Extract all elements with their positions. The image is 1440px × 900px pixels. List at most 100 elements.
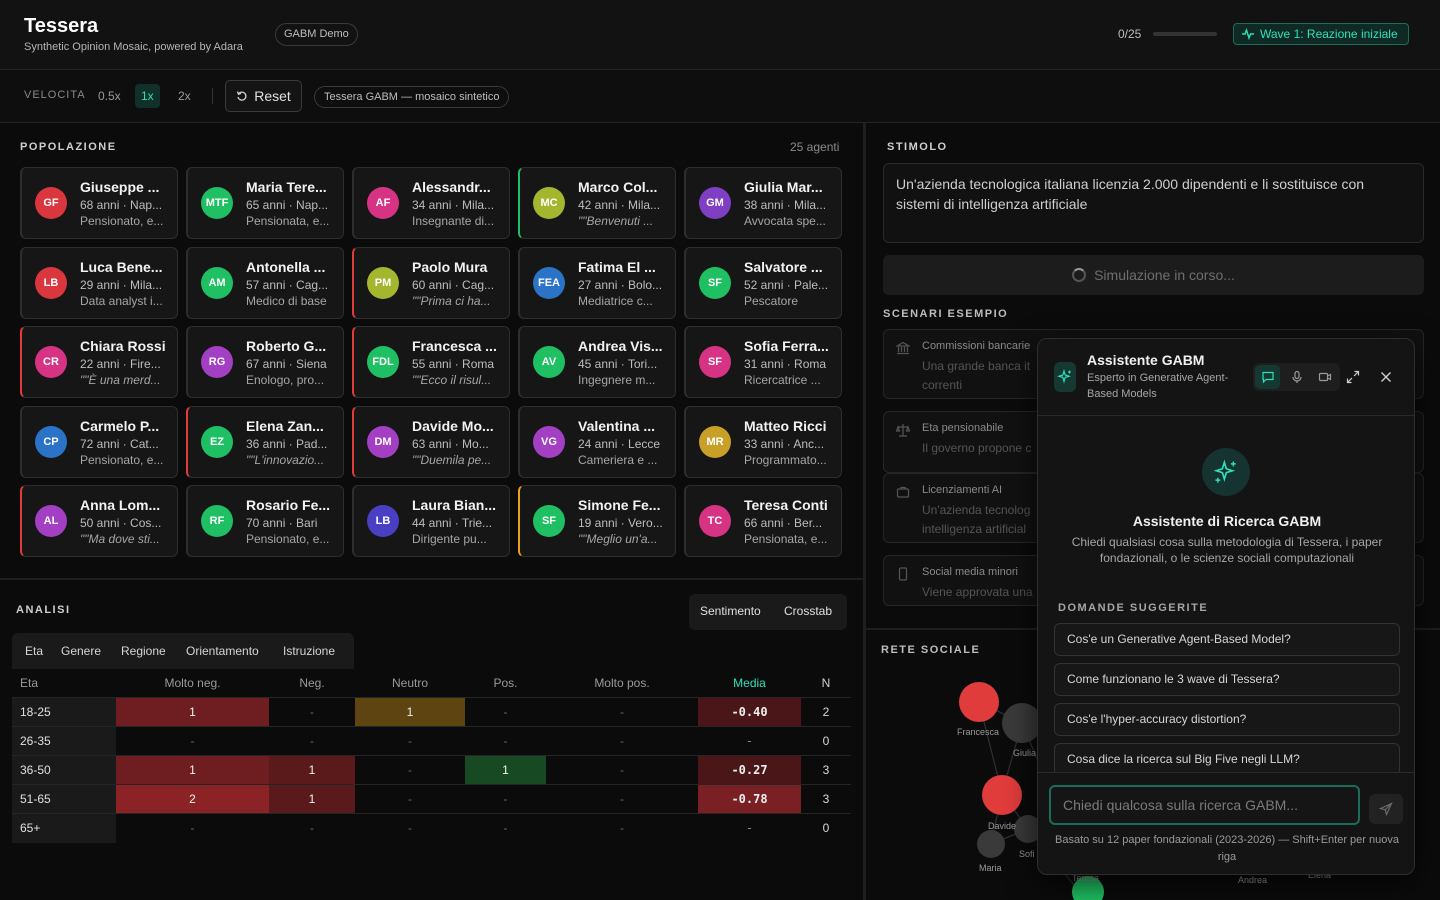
agent-card[interactable]: PM Paolo Mura 60 anni · Cag... ""Prima ci h… xyxy=(352,247,510,319)
agent-card[interactable]: CP Carmelo P... 72 anni · Cat... Pensionato… xyxy=(20,406,178,478)
tab-regione[interactable]: Regione xyxy=(121,644,166,658)
agent-card[interactable]: LB Luca Bene... 29 anni · Mila... Data anal… xyxy=(20,247,178,319)
expand-button[interactable] xyxy=(1343,367,1363,387)
agent-card[interactable]: AV Andrea Vis... 45 anni · Tori... Ingegner… xyxy=(518,326,676,398)
chat-header: Assistente GABM Esperto in Generative Ag… xyxy=(1038,339,1414,416)
agent-card[interactable]: DM Davide Mo... 63 anni · Mo... ""Duemila p… xyxy=(352,406,510,478)
avatar: MR xyxy=(699,426,731,458)
reset-button[interactable]: Reset xyxy=(225,80,302,112)
agent-card[interactable]: RF Rosario Fe... 70 anni · Bari Pensionato,… xyxy=(186,485,344,557)
avatar: RF xyxy=(201,505,233,537)
chat-footnote: Basato su 12 paper fondazionali (2023-20… xyxy=(1055,834,1399,863)
agent-count: 25 agenti xyxy=(790,140,840,154)
heat-cell: 1 xyxy=(269,785,355,814)
agent-card[interactable]: SF Simone Fe... 19 anni · Vero... ""Meglio … xyxy=(518,485,676,557)
speed-button-2x[interactable]: 2x xyxy=(178,89,191,103)
agent-role: Pensionata, e... xyxy=(246,214,330,228)
tab-orientamento[interactable]: Orientamento xyxy=(186,644,259,658)
network-graph xyxy=(959,682,1104,900)
mean-cell: -0.27 xyxy=(698,756,801,785)
video-mode-button[interactable] xyxy=(1312,365,1337,389)
tab-eta[interactable]: Eta xyxy=(25,644,44,658)
agent-name: Marco Col... xyxy=(578,179,658,195)
agent-card[interactable]: SF Sofia Ferra... 31 anni · Roma Ricercatri… xyxy=(684,326,842,398)
simulation-button[interactable]: Simulazione in corso... xyxy=(883,255,1424,295)
table-header-neutro: Neutro xyxy=(391,676,429,690)
table-header-molto-neg: Molto neg. xyxy=(164,676,221,690)
avatar: AM xyxy=(201,267,233,299)
suggestion-button[interactable]: Cos'e l'hyper-accuracy distortion? xyxy=(1054,703,1400,736)
activity-icon xyxy=(1242,28,1254,40)
agent-card[interactable]: EZ Elena Zan... 36 anni · Pad... ""L'innova… xyxy=(186,406,344,478)
agent-card[interactable]: FEA Fatima El ... 27 anni · Bolo... Mediatr… xyxy=(518,247,676,319)
agent-card[interactable]: MTF Maria Tere... 65 anni · Nap... Pensiona… xyxy=(186,167,344,239)
avatar: PM xyxy=(367,267,399,299)
agent-card[interactable]: GF Giuseppe ... 68 anni · Nap... Pensionato… xyxy=(20,167,178,239)
agent-role: Insegnante di... xyxy=(412,214,495,228)
agent-card[interactable]: MR Matteo Ricci 33 anni · Anc... Programmat… xyxy=(684,406,842,478)
network-node[interactable] xyxy=(982,775,1022,815)
send-button[interactable] xyxy=(1369,794,1403,824)
avatar: CP xyxy=(35,426,67,458)
chat-input[interactable]: Chiedi qualcosa sulla ricerca GABM... xyxy=(1049,785,1360,825)
agent-card[interactable]: FDL Francesca ... 55 anni · Roma ""Ecco il … xyxy=(352,326,510,398)
agent-card[interactable]: AF Alessandr... 34 anni · Mila... Insegnant… xyxy=(352,167,510,239)
agent-card[interactable]: SF Salvatore ... 52 anni · Pale... Pescator… xyxy=(684,247,842,319)
avatar: AV xyxy=(533,346,565,378)
heat-cell: - xyxy=(620,821,624,835)
speed-label: VELOCITA xyxy=(24,89,86,101)
stimulus-input[interactable]: Un'azienda tecnologica italiana licenzia… xyxy=(883,163,1424,243)
close-button[interactable] xyxy=(1376,367,1396,387)
agent-name: Salvatore ... xyxy=(744,259,823,275)
heat-cell: - xyxy=(503,792,508,806)
network-node[interactable] xyxy=(1014,815,1042,843)
avatar: MTF xyxy=(201,187,233,219)
agent-role: ""Ecco il risul... xyxy=(412,373,492,387)
node-label: Teresa xyxy=(1072,873,1100,883)
avatar: LB xyxy=(35,267,67,299)
agent-card[interactable]: TC Teresa Conti 66 anni · Ber... Pensionata… xyxy=(684,485,842,557)
agent-card[interactable]: LB Laura Bian... 44 anni · Trie... Dirigent… xyxy=(352,485,510,557)
agent-card[interactable]: CR Chiara Rossi 22 anni · Fire... ""È una m… xyxy=(20,326,178,398)
text-mode-button[interactable] xyxy=(1255,365,1280,389)
agent-role: ""Meglio un'a... xyxy=(578,532,658,546)
heat-cell: - xyxy=(620,792,624,806)
heat-cell: - xyxy=(620,734,624,748)
speed-button-1x[interactable]: 1x xyxy=(135,84,160,108)
scenario-desc: Viene approvata una xyxy=(922,585,1033,599)
count-cell: 2 xyxy=(822,705,830,719)
agent-card[interactable]: VG Valentina ... 24 anni · Lecce Cameriera … xyxy=(518,406,676,478)
voice-mode-button[interactable] xyxy=(1284,365,1309,389)
heat-cell: - xyxy=(408,792,412,806)
suggestion-button[interactable]: Come funzionano le 3 wave di Tessera? xyxy=(1054,663,1400,696)
network-node[interactable] xyxy=(977,830,1005,858)
agent-card[interactable]: RG Roberto G... 67 anni · Siena Enologo, pr… xyxy=(186,326,344,398)
population-label: POPOLAZIONE xyxy=(20,141,117,153)
node-label: Andrea xyxy=(1238,875,1268,885)
agent-card[interactable]: MC Marco Col... 42 anni · Mila... ""Benvenu… xyxy=(518,167,676,239)
speed-button-0-5x[interactable]: 0.5x xyxy=(98,89,121,103)
scenario-title: Eta pensionabile xyxy=(922,422,1004,434)
toggle-crosstab[interactable]: Crosstab xyxy=(784,604,833,618)
network-node[interactable] xyxy=(959,682,999,722)
agent-card[interactable]: AL Anna Lom... 50 anni · Cos... ""Ma dove s… xyxy=(20,485,178,557)
scenarios-label: SCENARI ESEMPIO xyxy=(883,308,1009,320)
progress-text: 0/25 xyxy=(1118,27,1142,41)
agent-card[interactable]: AM Antonella ... 57 anni · Cag... Medico di… xyxy=(186,247,344,319)
network-node[interactable] xyxy=(1072,876,1104,900)
agent-meta: 65 anni · Nap... xyxy=(246,198,329,212)
network-node[interactable] xyxy=(1002,703,1042,743)
toggle-sentimento[interactable]: Sentimento xyxy=(700,604,761,618)
tessera-badge: Tessera GABM — mosaico sintetico xyxy=(314,86,510,108)
progress-bar xyxy=(1153,32,1217,36)
agent-name: Alessandr... xyxy=(412,179,491,195)
agent-card[interactable]: GM Giulia Mar... 38 anni · Mila... Avvocata… xyxy=(684,167,842,239)
heat-cell: 1 xyxy=(355,698,465,727)
tab-istruzione[interactable]: Istruzione xyxy=(283,644,336,658)
agent-role: Pensionato, e... xyxy=(246,532,330,546)
suggestion-button[interactable]: Cosa dice la ricerca sul Big Five negli … xyxy=(1054,743,1400,772)
avatar: AL xyxy=(35,505,67,537)
tab-genere[interactable]: Genere xyxy=(61,644,102,658)
suggestion-button[interactable]: Cos'e un Generative Agent-Based Model? xyxy=(1054,623,1400,656)
heat-cell: - xyxy=(620,763,624,777)
